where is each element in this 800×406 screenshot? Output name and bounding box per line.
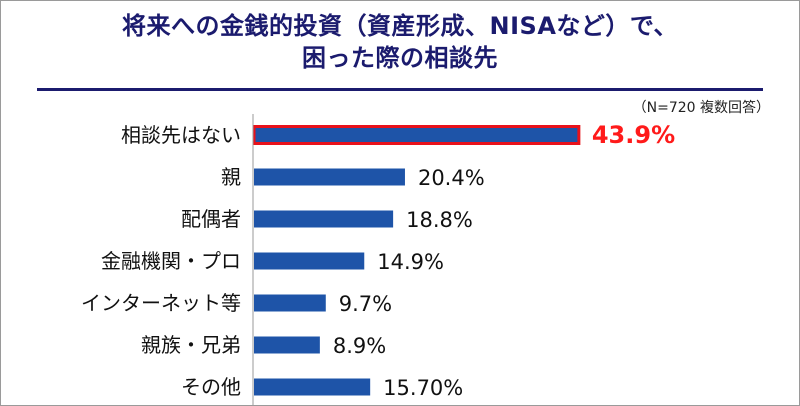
chart-title-line-2: 困った際の相談先 — [302, 44, 498, 72]
bar — [254, 294, 326, 312]
value-label: 20.4% — [418, 166, 485, 190]
value-label: 43.9% — [592, 121, 675, 149]
bar — [254, 210, 394, 228]
value-label: 8.9% — [333, 334, 386, 358]
category-label: 親族・兄弟 — [141, 333, 241, 357]
bar — [254, 336, 320, 354]
bar — [254, 378, 371, 396]
value-label: 18.8% — [406, 208, 473, 232]
sample-note: （N=720 複数回答） — [632, 100, 770, 116]
chart-title-line-1: 将来への金銭的投資（資産形成、NISAなど）で、 — [122, 12, 678, 40]
title-underline — [37, 88, 763, 91]
category-label: 親 — [221, 165, 241, 189]
value-label: 9.7% — [339, 292, 392, 316]
bars-group: 相談先はない 43.9% 親 20.4% 配偶者 18.8% 金融機関・プロ 14.9% インタ… — [81, 121, 675, 400]
bar — [254, 168, 405, 186]
category-label: インターネット等 — [81, 291, 241, 315]
bar-highlighted — [252, 125, 581, 145]
chart-title: 将来への金銭的投資（資産形成、NISAなど）で、 困った際の相談先 — [0, 10, 800, 74]
category-label: 金融機関・プロ — [101, 249, 241, 273]
category-label: 配偶者 — [181, 207, 241, 231]
value-label: 14.9% — [377, 250, 444, 274]
category-label: 相談先はない — [121, 123, 241, 147]
bar — [254, 252, 365, 270]
category-label: その他 — [181, 375, 241, 399]
value-label: 15.70% — [383, 376, 463, 400]
